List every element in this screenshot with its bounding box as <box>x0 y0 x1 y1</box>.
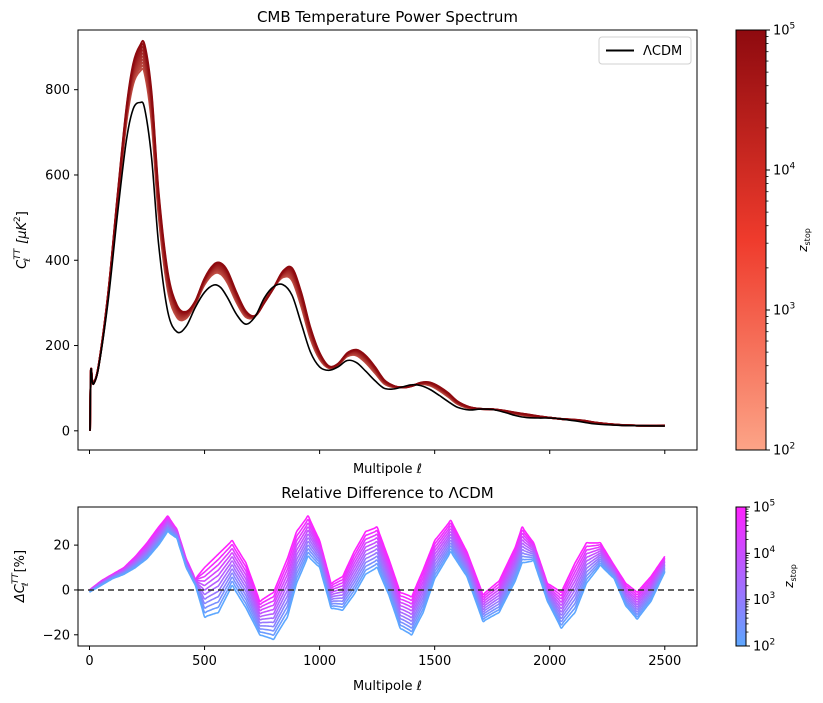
bottom-y-axis-label: ΔCTTℓ[%] <box>11 550 31 603</box>
colorbar-tick-label: 105 <box>773 22 795 39</box>
colorbar-tick-label: 105 <box>753 499 775 516</box>
top-y-tick-label: 200 <box>45 339 70 354</box>
colorbar-tick-label: 103 <box>773 302 795 319</box>
top-axes-frame <box>77 29 698 451</box>
top-plot-area <box>89 39 665 431</box>
top-legend: ΛCDM <box>598 36 692 65</box>
lcdm-reference-line <box>89 101 665 431</box>
bottom-x-tick-label: 2000 <box>533 654 566 669</box>
colorbar-tick-label: 104 <box>773 162 796 179</box>
bottom-plot-area <box>89 515 666 641</box>
bottom-x-ticks: 0 500 1000 1500 2000 2500 <box>85 646 681 669</box>
bottom-chart-title: Relative Difference to ΛCDM <box>281 484 493 502</box>
top-x-axis-label: Multipole ℓ <box>353 462 422 477</box>
bottom-x-tick-label: 2500 <box>648 654 681 669</box>
bottom-axes-frame <box>77 506 698 647</box>
legend-lcdm-label: ΛCDM <box>643 44 682 59</box>
bottom-x-tick-label: 500 <box>192 654 217 669</box>
bottom-y-tick-label: 0 <box>62 583 70 598</box>
bottom-y-tick-label: 20 <box>53 539 70 554</box>
top-y-tick-label: 0 <box>62 424 70 439</box>
colorbar-tick-label: 103 <box>753 591 775 608</box>
top-zstop-series-line <box>89 39 665 431</box>
top-x-ticks <box>89 450 666 454</box>
bottom-colorbar-ticks: 102 103 104 105 <box>746 499 776 655</box>
top-zstop-series-line <box>89 49 665 431</box>
top-colorbar <box>735 29 767 451</box>
bottom-x-tick-label: 1500 <box>418 654 451 669</box>
colorbar-tick-label: 104 <box>753 545 776 562</box>
bottom-zstop-series-line <box>89 530 666 641</box>
top-zstop-series-line <box>89 42 665 431</box>
top-y-tick-label: 400 <box>45 254 70 269</box>
bottom-y-tick-label: −20 <box>43 628 70 643</box>
bottom-x-axis-label: Multipole ℓ <box>353 679 422 694</box>
top-y-tick-label: 800 <box>45 83 70 98</box>
top-zstop-series-line <box>89 52 665 431</box>
top-y-axis-label: CTTℓ [μK2] <box>13 211 33 269</box>
bottom-colorbar-label: zstop <box>782 564 798 589</box>
top-colorbar-label: zstop <box>796 228 812 253</box>
colorbar-tick-label: 102 <box>753 638 775 655</box>
bottom-colorbar <box>735 506 747 647</box>
bottom-x-tick-label: 0 <box>85 654 93 669</box>
bottom-x-tick-label: 1000 <box>303 654 336 669</box>
top-colorbar-ticks: 102 103 104 105 <box>766 22 796 459</box>
top-zstop-series-line <box>89 46 665 431</box>
colorbar-tick-label: 102 <box>773 442 795 459</box>
bottom-y-ticks: −20 0 20 <box>43 539 78 643</box>
top-y-ticks: 0 200 400 600 800 <box>45 83 78 439</box>
top-chart-title: CMB Temperature Power Spectrum <box>257 8 518 26</box>
top-y-tick-label: 600 <box>45 168 70 183</box>
